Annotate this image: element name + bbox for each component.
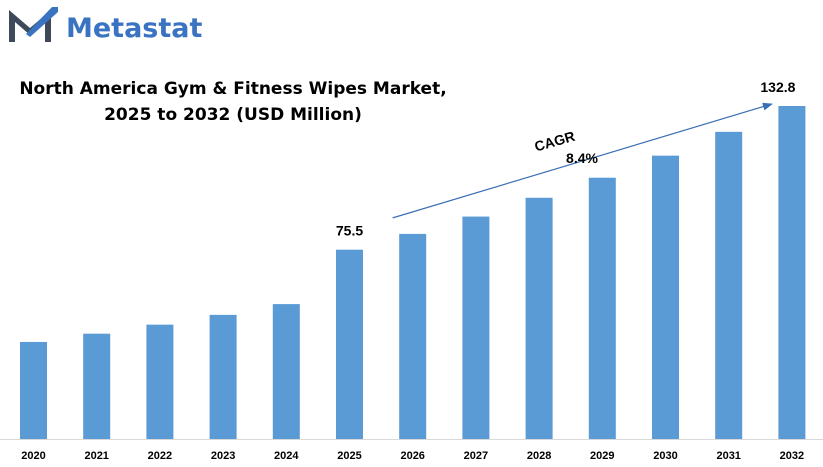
- bar-2027: [462, 216, 490, 439]
- bar-2032: [778, 106, 806, 439]
- chart-title-line-2: 2025 to 2032 (USD Million): [104, 105, 362, 125]
- x-axis-tick-labels: 2020 2021 2022 2023 2024 2025 2026 2027 2028 2029…: [21, 450, 804, 462]
- bar-2028: [525, 197, 553, 439]
- cagr-value: 8.4%: [566, 150, 598, 166]
- data-label-2032: 132.8: [760, 79, 795, 95]
- bar-2024: [272, 304, 300, 439]
- bars: [20, 106, 806, 439]
- x-tick-2020: 2020: [21, 450, 45, 462]
- x-tick-2028: 2028: [527, 450, 551, 462]
- bar-2025: [336, 249, 363, 439]
- data-label-2025: 75.5: [336, 223, 363, 239]
- bar-2021: [83, 333, 111, 439]
- x-tick-2032: 2032: [780, 450, 804, 462]
- bar-2020: [20, 341, 47, 439]
- bar-2026: [399, 233, 427, 439]
- bar-2023: [209, 314, 237, 439]
- brand-logo: Metastat: [9, 7, 203, 44]
- x-tick-2026: 2026: [400, 450, 424, 462]
- x-tick-2029: 2029: [590, 450, 614, 462]
- cagr-arrow: [392, 102, 773, 219]
- data-labels: 75.5 132.8: [336, 79, 796, 239]
- bar-2031: [715, 131, 743, 439]
- x-tick-2021: 2021: [84, 450, 108, 462]
- bar-2029: [588, 177, 616, 439]
- chart-title-line-1: North America Gym & Fitness Wipes Market…: [19, 79, 446, 99]
- bar-2030: [652, 155, 679, 439]
- cagr-annotation: CAGR 8.4%: [392, 102, 773, 219]
- x-tick-2024: 2024: [274, 450, 299, 462]
- bar-2022: [146, 324, 174, 439]
- x-tick-2031: 2031: [716, 450, 740, 462]
- x-tick-2025: 2025: [337, 450, 361, 462]
- metastat-m-logo-icon: [9, 7, 58, 42]
- x-tick-2027: 2027: [464, 450, 488, 462]
- chart-title: North America Gym & Fitness Wipes Market…: [19, 79, 446, 125]
- x-tick-2022: 2022: [148, 450, 172, 462]
- brand-name: Metastat: [66, 13, 203, 44]
- x-tick-2023: 2023: [211, 450, 235, 462]
- x-tick-2030: 2030: [653, 450, 677, 462]
